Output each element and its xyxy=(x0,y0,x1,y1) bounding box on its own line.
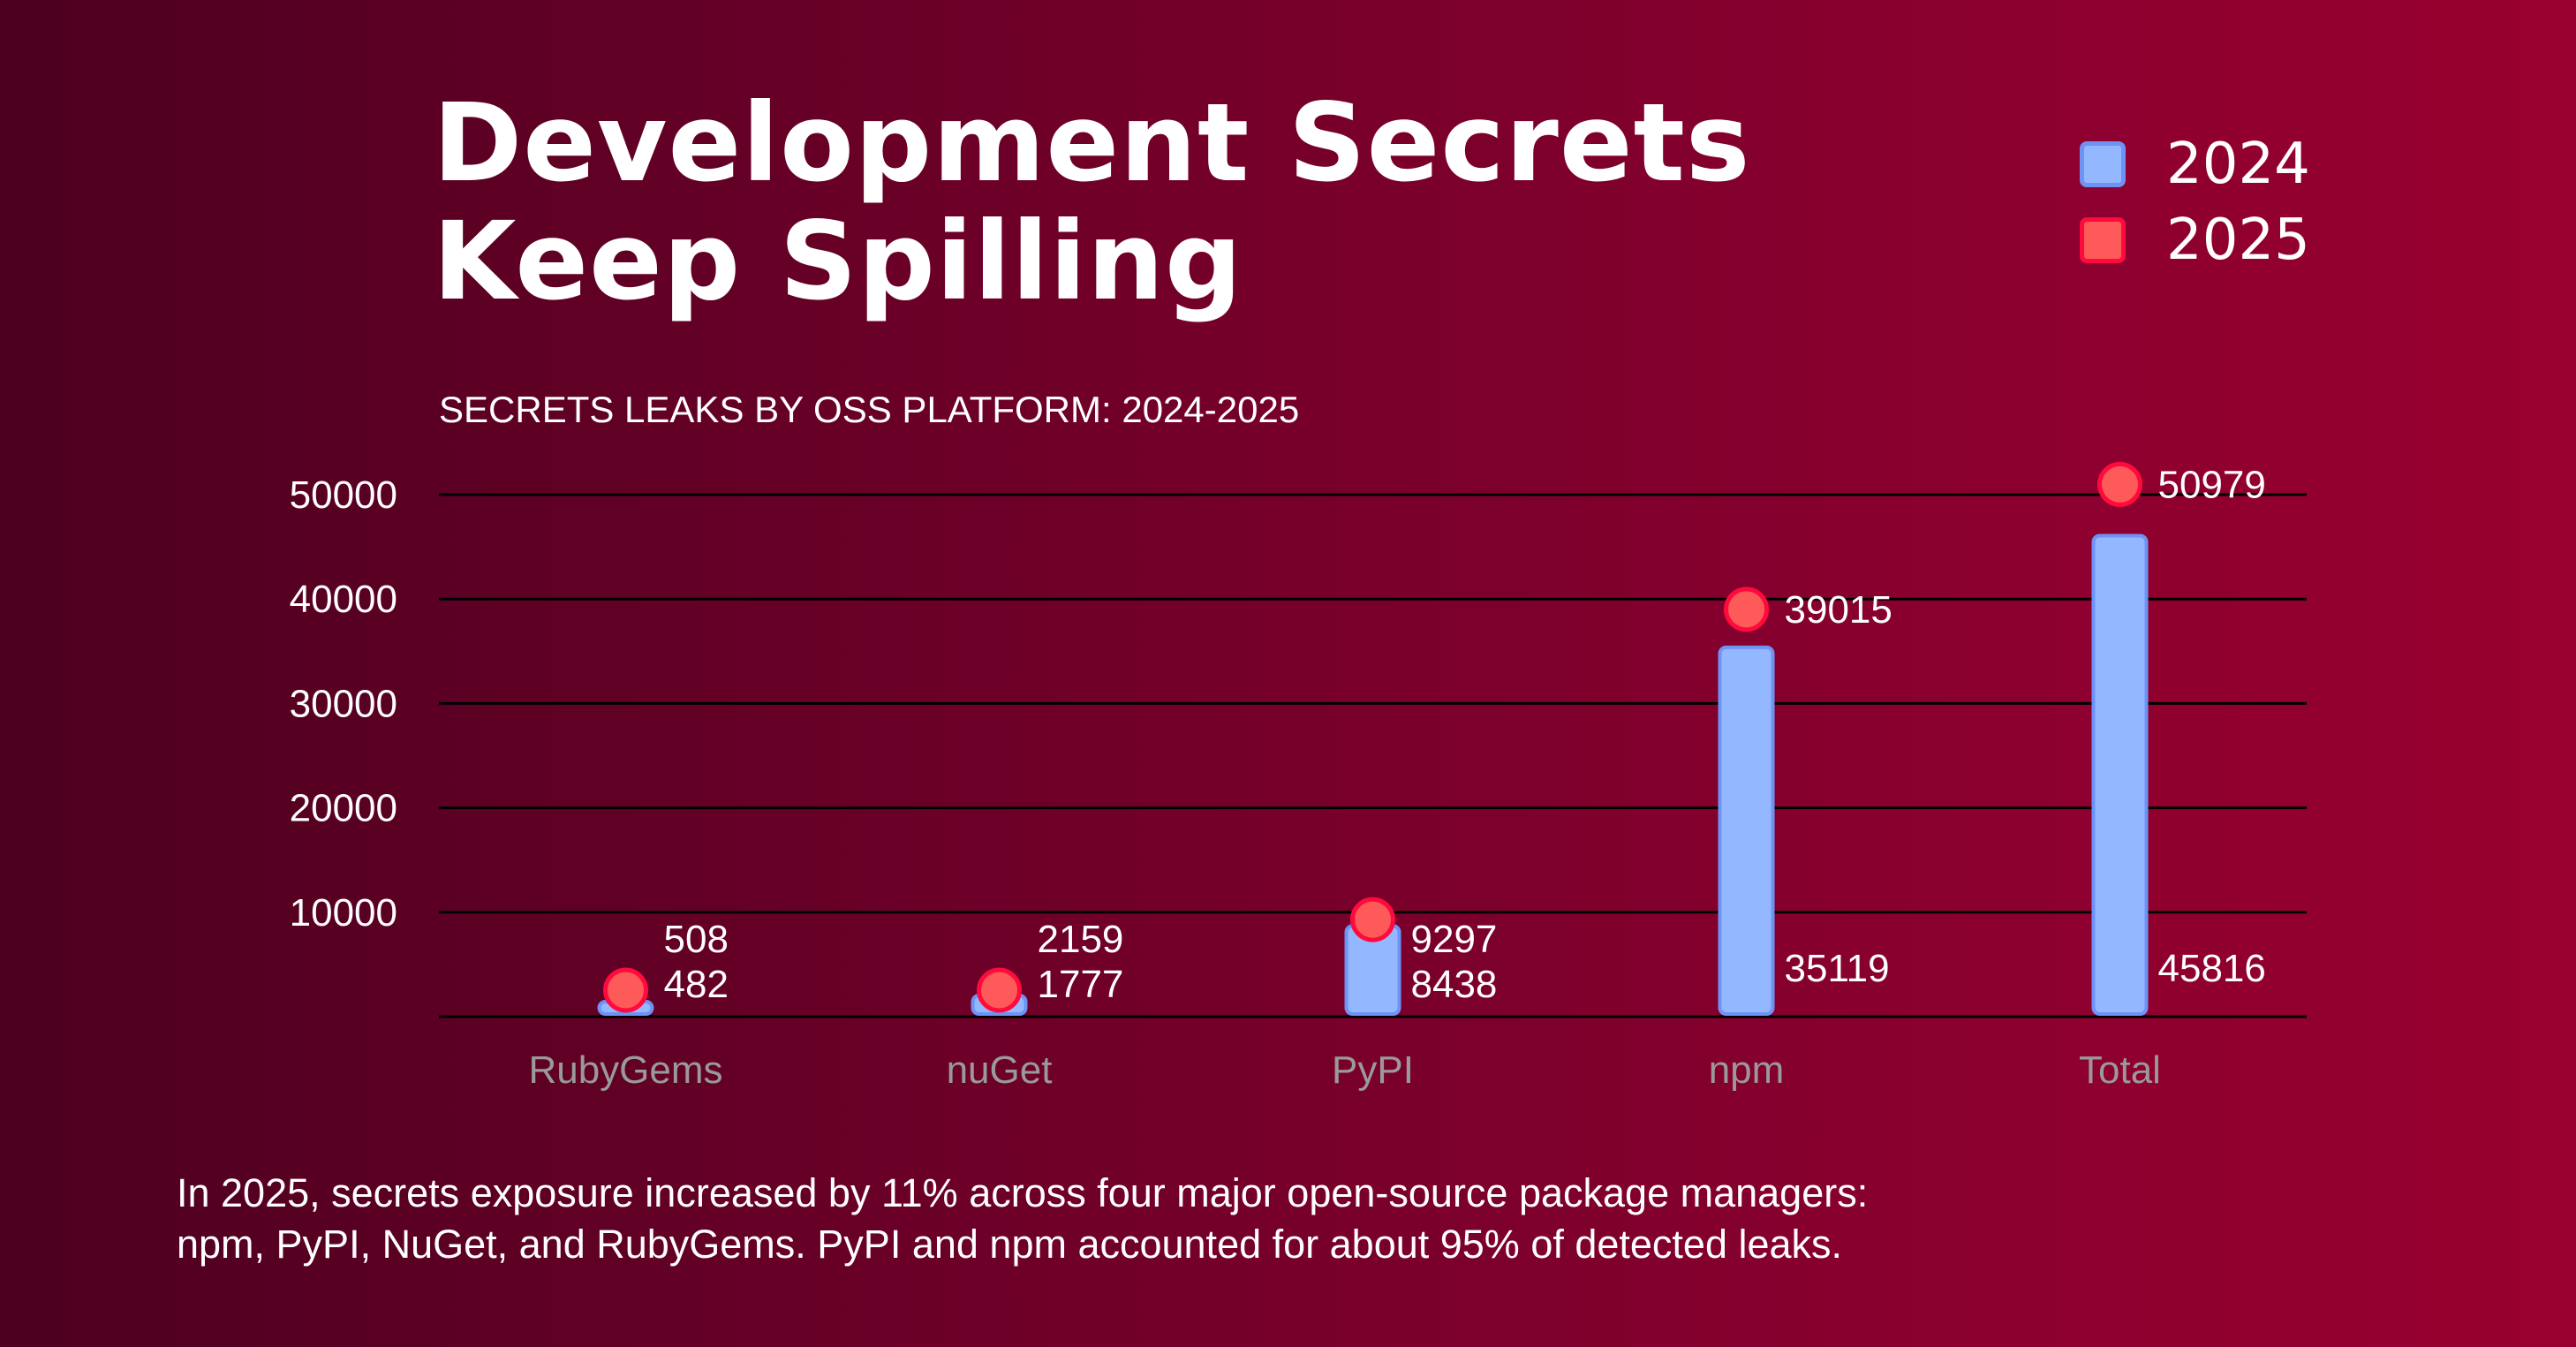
dot-2025 xyxy=(603,967,648,1013)
footer-line-2: npm, PyPI, NuGet, and RubyGems. PyPI and… xyxy=(177,1222,1843,1267)
page-title: Development Secrets Keep Spilling xyxy=(433,84,1751,321)
x-tick-label: Total xyxy=(2079,1048,2161,1092)
x-tick-label: nuGet xyxy=(947,1048,1053,1092)
data-label-2025: 508 xyxy=(664,918,729,961)
data-label-2025: 2159 xyxy=(1038,918,1124,961)
footer-line-1: In 2025, secrets exposure increased by 1… xyxy=(177,1170,1869,1215)
dot-2025 xyxy=(1350,897,1395,942)
title-line-1: Development Secrets xyxy=(433,80,1751,206)
y-tick-label: 10000 xyxy=(290,891,397,935)
y-tick-label: 20000 xyxy=(290,787,397,830)
legend-label-2025: 2025 xyxy=(2166,208,2310,273)
x-tick-label: PyPI xyxy=(1332,1048,1414,1092)
data-label-2025: 39015 xyxy=(1785,588,1892,632)
data-label-2024: 35119 xyxy=(1785,947,1890,990)
dot-2025 xyxy=(2097,461,2142,507)
bar-2024 xyxy=(1718,645,1775,1016)
y-tick-label: 40000 xyxy=(290,578,397,621)
data-label-2024: 45816 xyxy=(2158,947,2266,990)
legend-label-2024: 2024 xyxy=(2166,132,2310,197)
legend: 2024 2025 xyxy=(2080,126,2310,278)
chart-title: SECRETS LEAKS BY OSS PLATFORM: 2024-2025 xyxy=(439,389,1300,430)
legend-item-2024: 2024 xyxy=(2080,126,2310,202)
data-label-2024: 1777 xyxy=(1038,963,1124,1006)
y-tick-label: 50000 xyxy=(290,473,397,517)
legend-item-2025: 2025 xyxy=(2080,202,2310,278)
data-label-2025: 50979 xyxy=(2158,463,2266,506)
footer-caption: In 2025, secrets exposure increased by 1… xyxy=(177,1168,1868,1270)
x-tick-label: npm xyxy=(1709,1048,1785,1092)
dot-2025 xyxy=(977,967,1022,1013)
y-tick-label: 30000 xyxy=(290,682,397,725)
data-label-2024: 8438 xyxy=(1411,963,1498,1006)
data-label-2025: 9297 xyxy=(1411,918,1498,961)
dot-2025 xyxy=(1724,586,1769,632)
bar-2024 xyxy=(2091,534,2149,1016)
legend-swatch-2025 xyxy=(2080,217,2126,263)
title-line-2: Keep Spilling xyxy=(433,199,1243,324)
data-label-2024: 482 xyxy=(664,963,729,1006)
legend-swatch-2024 xyxy=(2080,141,2126,187)
x-tick-label: RubyGems xyxy=(528,1048,722,1092)
